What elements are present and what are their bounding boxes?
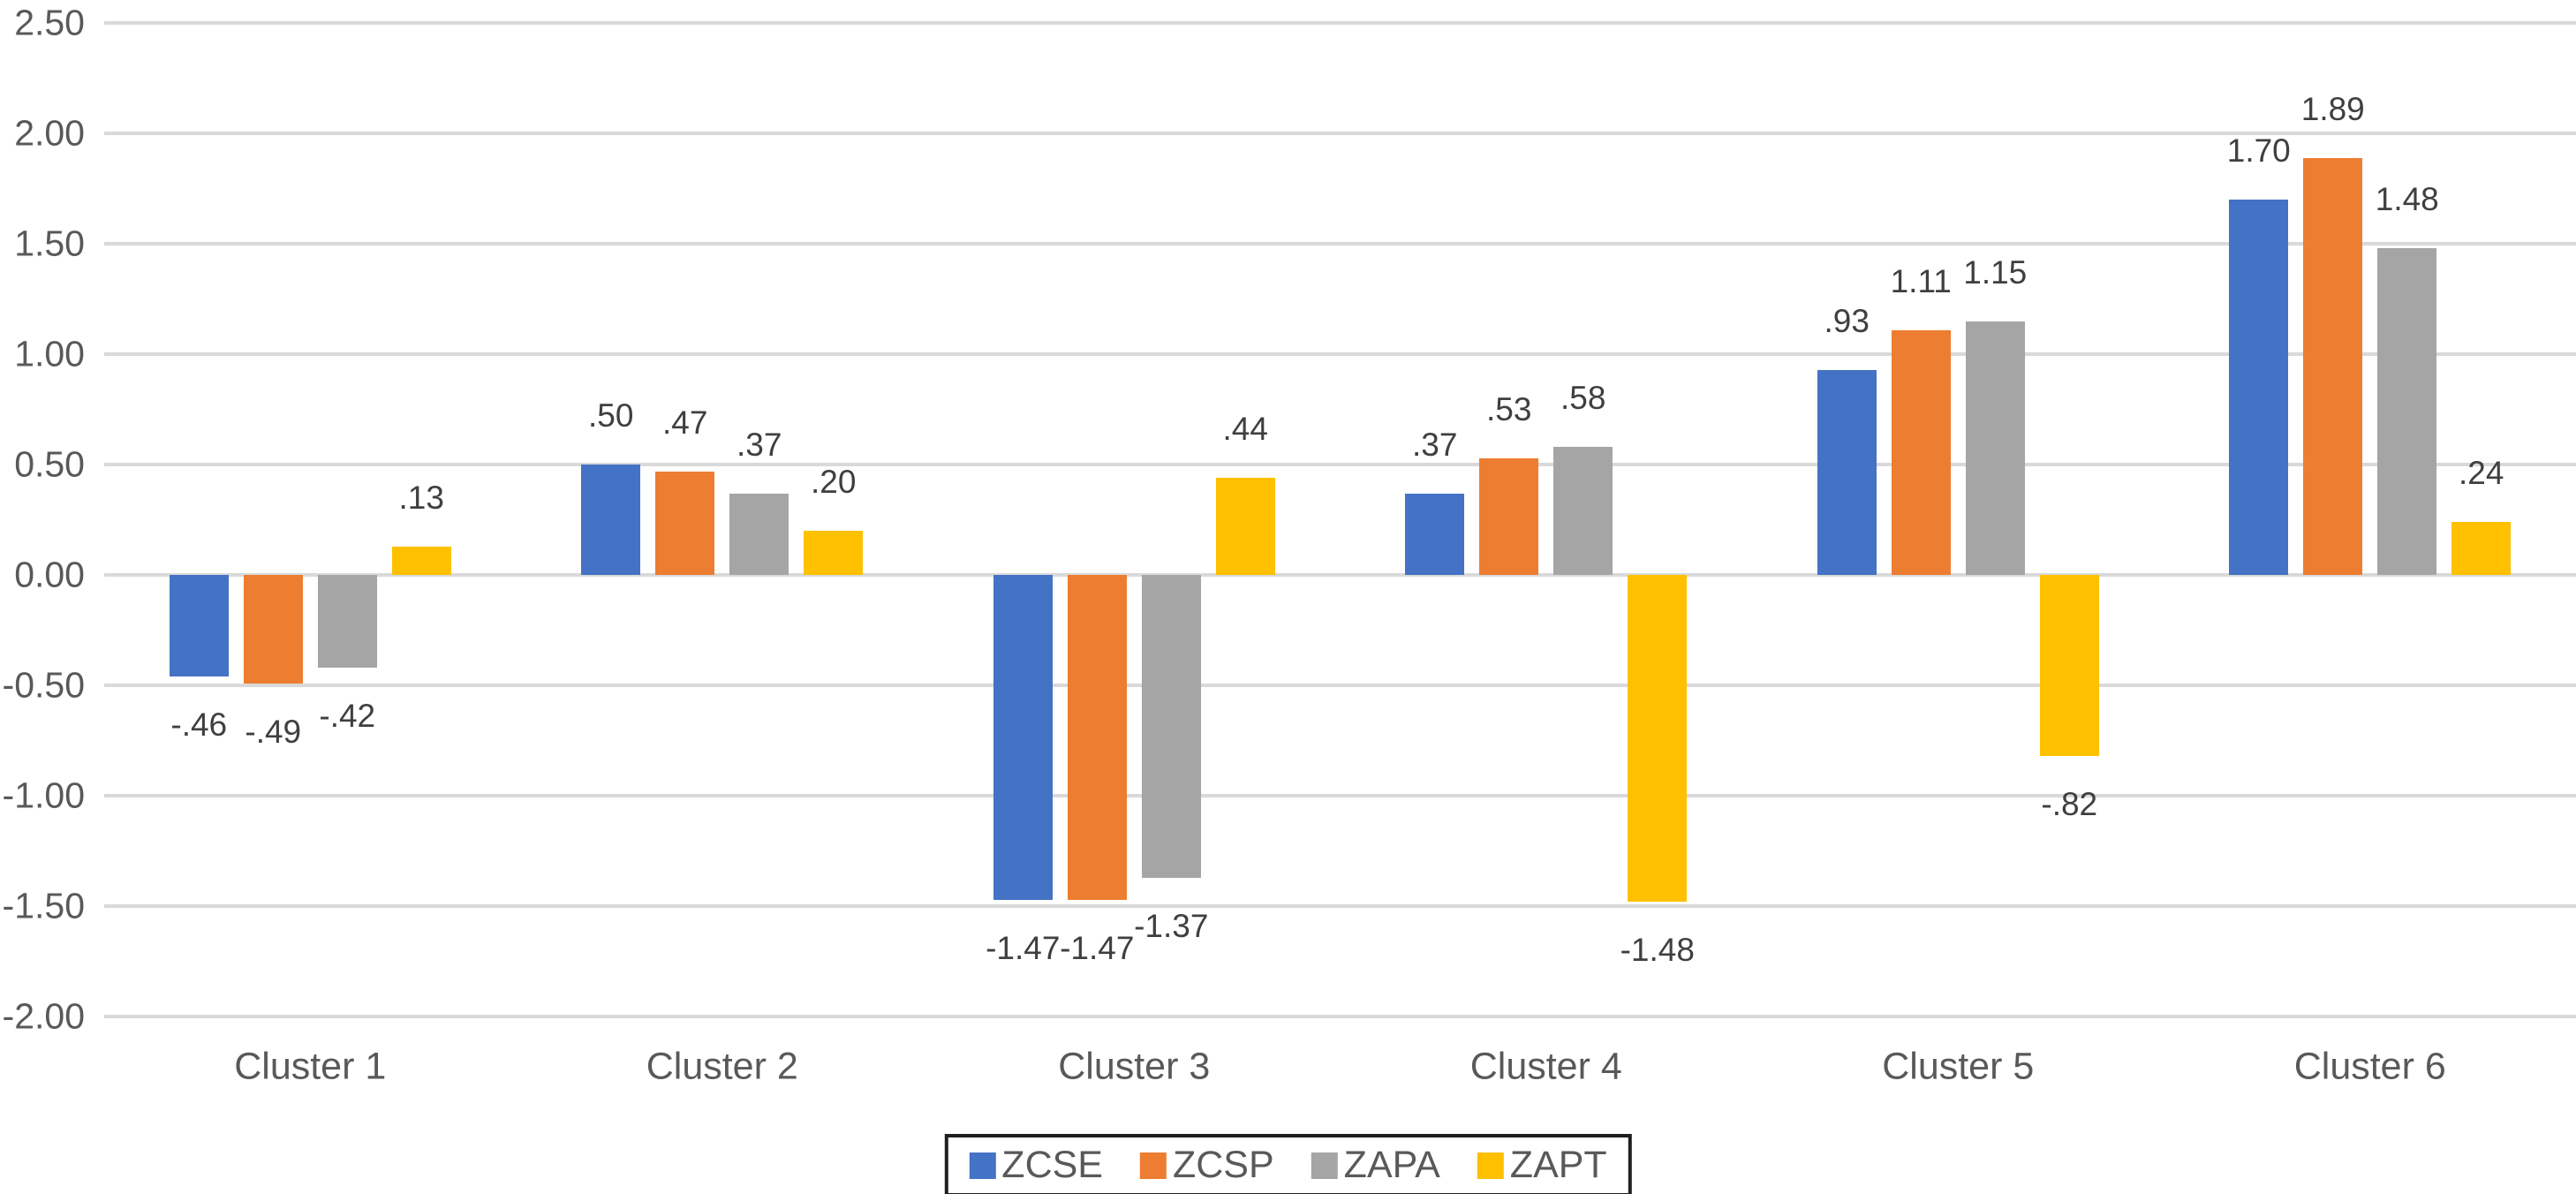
- data-label-zapt-cluster-3: .44: [1222, 411, 1268, 447]
- gridline: [104, 573, 2576, 577]
- legend-label-zcsp: ZCSP: [1172, 1144, 1274, 1186]
- gridline: [104, 684, 2576, 687]
- data-label-zapa-cluster-3: -1.37: [1134, 907, 1209, 944]
- data-label-zapa-cluster-1: -.42: [319, 698, 376, 734]
- data-label-zapa-cluster-6: 1.48: [2375, 181, 2439, 217]
- bar-zapt-cluster-6: [2451, 522, 2512, 575]
- y-axis-tick-label: -1.50: [2, 885, 85, 926]
- legend-item-zcse: ZCSE: [969, 1144, 1103, 1187]
- bar-zapt-cluster-3: [1215, 478, 1275, 575]
- gridline: [104, 352, 2576, 356]
- x-axis-category-label: Cluster 6: [2293, 1045, 2446, 1088]
- y-axis-tick-label: 2.50: [14, 2, 85, 43]
- bar-zcse-cluster-4: [1405, 493, 1465, 575]
- legend: ZCSE ZCSP ZAPA ZAPT: [944, 1134, 1632, 1194]
- data-label-zcsp-cluster-4: .53: [1486, 390, 1532, 427]
- bar-zapt-cluster-1: [391, 546, 451, 575]
- gridline: [104, 1015, 2576, 1018]
- y-axis-tick-label: -2.00: [2, 995, 85, 1037]
- bar-zapa-cluster-1: [317, 575, 377, 668]
- bar-zcsp-cluster-1: [243, 575, 303, 684]
- legend-item-zapt: ZAPT: [1477, 1144, 1607, 1187]
- data-label-zcse-cluster-5: .93: [1824, 302, 1870, 339]
- legend-item-zcsp: ZCSP: [1139, 1144, 1274, 1187]
- data-label-zcse-cluster-1: -.46: [170, 707, 228, 743]
- x-axis-category-label: Cluster 4: [1469, 1045, 1622, 1088]
- y-axis-tick-label: 0.50: [14, 443, 85, 485]
- bar-zcsp-cluster-6: [2303, 157, 2363, 575]
- data-label-zapt-cluster-5: -.82: [2041, 786, 2098, 822]
- legend-label-zapa: ZAPA: [1343, 1144, 1440, 1186]
- bar-zapa-cluster-4: [1553, 447, 1613, 575]
- bar-zcse-cluster-3: [993, 575, 1053, 900]
- bar-zapt-cluster-4: [1628, 575, 1688, 902]
- bar-zapa-cluster-6: [2377, 248, 2437, 575]
- bar-zapt-cluster-5: [2039, 575, 2099, 756]
- data-label-zapt-cluster-2: .20: [811, 464, 857, 500]
- data-label-zcsp-cluster-3: -1.47: [1060, 929, 1135, 966]
- gridline: [104, 242, 2576, 246]
- x-axis-category-label: Cluster 2: [646, 1045, 798, 1088]
- data-label-zcse-cluster-4: .37: [1412, 426, 1458, 463]
- data-label-zcsp-cluster-6: 1.89: [2300, 90, 2365, 127]
- x-axis-category-label: Cluster 5: [1882, 1045, 2035, 1088]
- bar-zapt-cluster-2: [804, 531, 864, 575]
- legend-swatch-zcsp: [1139, 1152, 1167, 1179]
- gridline: [104, 21, 2576, 25]
- gridline: [104, 463, 2576, 466]
- y-axis-tick-label: 1.00: [14, 333, 85, 374]
- data-label-zcse-cluster-3: -1.47: [986, 929, 1061, 966]
- bar-zcse-cluster-6: [2229, 200, 2289, 575]
- legend-item-zapa: ZAPA: [1311, 1144, 1440, 1187]
- gridline: [104, 132, 2576, 135]
- bar-zapa-cluster-2: [729, 493, 789, 575]
- gridline: [104, 794, 2576, 797]
- bar-zcse-cluster-5: [1817, 369, 1877, 575]
- y-axis-tick-label: 1.50: [14, 223, 85, 264]
- data-label-zapa-cluster-4: .58: [1560, 380, 1606, 416]
- bar-zcsp-cluster-3: [1067, 575, 1127, 900]
- legend-swatch-zapa: [1311, 1152, 1338, 1179]
- x-axis-category-label: Cluster 1: [234, 1045, 387, 1088]
- data-label-zcse-cluster-2: .50: [588, 397, 634, 434]
- y-axis-tick-label: 2.00: [14, 112, 85, 154]
- data-label-zapa-cluster-5: 1.15: [1963, 253, 2028, 291]
- data-label-zcsp-cluster-1: -.49: [245, 713, 302, 750]
- data-label-zapt-cluster-1: .13: [398, 479, 444, 516]
- data-label-zapt-cluster-4: -1.48: [1620, 932, 1695, 968]
- bar-zcsp-cluster-5: [1891, 329, 1951, 575]
- data-label-zapa-cluster-2: .37: [737, 426, 782, 463]
- y-axis-tick-label: -1.00: [2, 775, 85, 816]
- x-axis-category-label: Cluster 3: [1058, 1045, 1211, 1088]
- data-label-zcsp-cluster-2: .47: [662, 404, 708, 441]
- gridline: [104, 904, 2576, 908]
- legend-swatch-zcse: [969, 1152, 996, 1179]
- y-axis-tick-label: 0.00: [14, 554, 85, 595]
- legend-swatch-zapt: [1477, 1152, 1504, 1179]
- bar-zcse-cluster-2: [581, 465, 641, 575]
- data-label-zcse-cluster-6: 1.70: [2226, 132, 2291, 169]
- y-axis-tick-label: -0.50: [2, 664, 85, 706]
- bar-zcse-cluster-1: [169, 575, 229, 676]
- bar-zcsp-cluster-4: [1479, 457, 1539, 575]
- legend-label-zcse: ZCSE: [1001, 1144, 1103, 1186]
- legend-label-zapt: ZAPT: [1509, 1144, 1607, 1186]
- bar-zapa-cluster-5: [1965, 321, 2025, 575]
- bar-zapa-cluster-3: [1141, 575, 1201, 878]
- data-label-zcsp-cluster-5: 1.11: [1890, 262, 1952, 299]
- bar-zcsp-cluster-2: [655, 471, 715, 575]
- data-label-zapt-cluster-6: .24: [2459, 455, 2504, 491]
